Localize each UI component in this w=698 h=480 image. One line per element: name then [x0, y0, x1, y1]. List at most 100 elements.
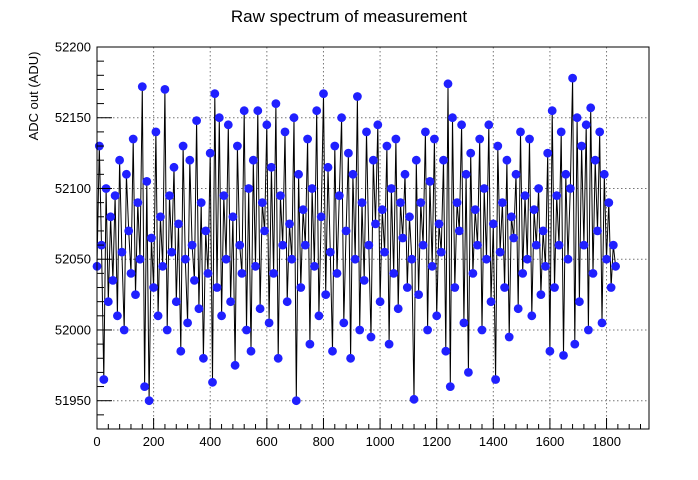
data-point — [169, 162, 179, 172]
data-point — [398, 233, 408, 243]
data-point — [527, 311, 537, 321]
data-point — [244, 184, 254, 193]
data-point — [375, 297, 385, 307]
data-point — [330, 141, 340, 151]
data-point — [167, 247, 177, 257]
data-point — [565, 184, 575, 193]
data-point — [407, 254, 417, 264]
data-point — [559, 351, 568, 360]
data-point — [570, 339, 580, 349]
data-point — [310, 261, 319, 271]
y-tick-label: 52100 — [55, 181, 91, 196]
data-point — [190, 276, 199, 285]
data-point — [285, 219, 294, 229]
data-point — [350, 254, 360, 264]
x-tick-label: 800 — [313, 434, 335, 449]
data-point — [454, 226, 464, 236]
data-point — [162, 325, 172, 335]
data-point — [563, 254, 573, 264]
data-point — [579, 240, 589, 250]
data-point — [593, 226, 602, 236]
data-point — [106, 212, 115, 222]
data-point — [504, 332, 514, 342]
data-point — [124, 226, 134, 236]
data-point — [547, 106, 557, 116]
data-point — [425, 177, 435, 186]
data-point — [525, 134, 534, 144]
data-point — [391, 134, 401, 144]
data-point — [219, 191, 229, 201]
y-tick-label: 52050 — [55, 252, 91, 267]
data-point — [160, 85, 170, 94]
data-point — [321, 290, 331, 299]
data-point — [228, 212, 238, 222]
data-point — [602, 254, 611, 264]
data-point — [584, 325, 593, 335]
data-point — [280, 127, 290, 137]
data-point — [242, 325, 251, 335]
data-point — [531, 240, 541, 250]
data-point — [554, 240, 564, 250]
data-point — [149, 283, 159, 292]
data-point — [305, 339, 315, 349]
data-point — [135, 254, 145, 264]
data-point — [516, 127, 525, 137]
x-tick-label: 600 — [256, 434, 278, 449]
data-point — [434, 219, 444, 229]
data-point — [328, 346, 337, 356]
data-point — [608, 240, 618, 250]
data-point — [282, 297, 292, 307]
data-point — [312, 106, 322, 116]
data-point — [205, 148, 215, 158]
x-tick-label: 1400 — [479, 434, 508, 449]
data-point — [423, 325, 432, 335]
data-point — [346, 353, 355, 363]
data-point — [430, 134, 439, 144]
data-point — [507, 212, 516, 222]
x-tick-label: 0 — [93, 434, 100, 449]
data-point — [210, 89, 220, 99]
data-point — [128, 134, 138, 144]
data-point — [459, 318, 469, 328]
x-tick-label: 400 — [199, 434, 221, 449]
data-point — [147, 233, 156, 243]
data-point — [556, 127, 566, 137]
y-axis-label: ADC out (ADU) — [26, 52, 41, 141]
data-point — [355, 325, 365, 335]
data-point — [217, 311, 227, 321]
data-point — [409, 394, 419, 404]
y-tick-label: 51950 — [55, 393, 91, 408]
data-point — [221, 254, 231, 264]
data-point — [377, 205, 387, 215]
data-point — [137, 82, 147, 91]
data-point — [418, 240, 428, 250]
data-point — [575, 297, 584, 307]
data-point — [287, 254, 297, 264]
data-point — [257, 198, 267, 208]
data-point — [432, 311, 442, 321]
x-tick-label: 1200 — [422, 434, 451, 449]
data-point — [271, 99, 281, 108]
data-point — [414, 290, 423, 299]
data-point — [522, 254, 532, 264]
data-point — [212, 283, 222, 292]
data-point — [543, 148, 553, 158]
data-point — [203, 269, 213, 278]
data-point — [511, 169, 521, 179]
chart-title: Raw spectrum of measurement — [231, 7, 467, 26]
data-point — [183, 318, 193, 328]
data-point — [588, 269, 598, 278]
data-point — [387, 184, 396, 193]
data-point — [278, 240, 288, 250]
data-point — [529, 205, 539, 215]
data-point — [479, 184, 489, 193]
data-point — [502, 155, 512, 165]
y-tick-label: 52200 — [55, 40, 91, 55]
data-point — [298, 205, 308, 215]
data-point — [380, 247, 389, 257]
data-point — [253, 106, 263, 116]
data-point — [126, 269, 136, 278]
data-point — [307, 184, 317, 193]
data-point — [133, 198, 143, 208]
data-point — [158, 261, 168, 271]
